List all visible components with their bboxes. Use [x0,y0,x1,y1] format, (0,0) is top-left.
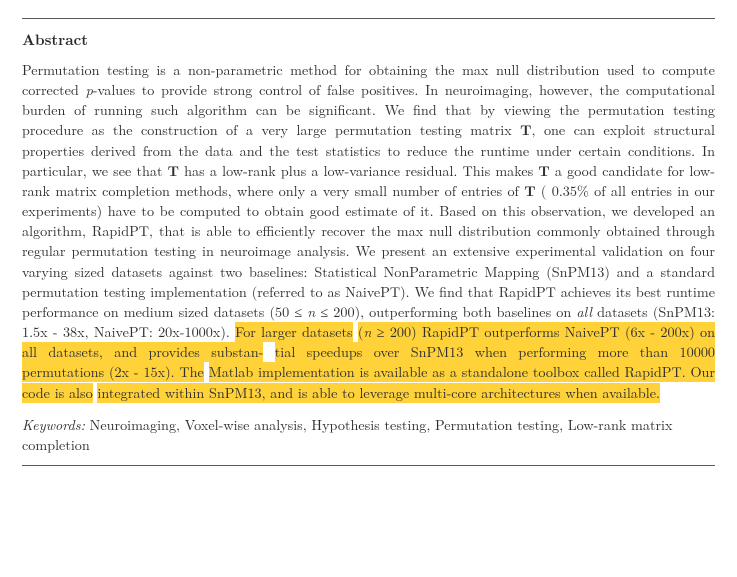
keywords-label: Keywords: [22,415,85,435]
abstract-text-span [204,362,209,382]
abstract-text-span: For larger datasets [235,322,352,342]
abstract-text-span: T [168,161,179,181]
bottom-rule [22,465,715,466]
keywords-text: Neuroimaging, Voxel-wise analysis, Hypot… [22,415,672,455]
abstract-text-span: ( 0.35% of all entries in our experiment… [22,181,715,322]
abstract-text-span: T [524,181,535,201]
abstract-text-span: has a low-rank plus a low-variance resid… [179,161,538,181]
abstract-text-span: all [576,302,592,322]
abstract-text-span: T [520,120,531,140]
abstract-text-span: ≤ 200), outperforming both baselines on [315,302,576,322]
abstract-heading: Abstract [22,29,715,50]
abstract-text-span [263,342,274,362]
top-rule [22,18,715,19]
abstract-text-span: integrated within SnPM13, and is able to… [97,383,660,403]
abstract-body: Permutation testing is a non-parametric … [22,60,715,403]
abstract-text-span: p [86,80,93,100]
abstract-text-span: T [538,161,549,181]
keywords-block: Keywords: Neuroimaging, Voxel-wise analy… [22,415,715,455]
abstract-page: Abstract Permutation testing is a non-pa… [0,0,737,488]
